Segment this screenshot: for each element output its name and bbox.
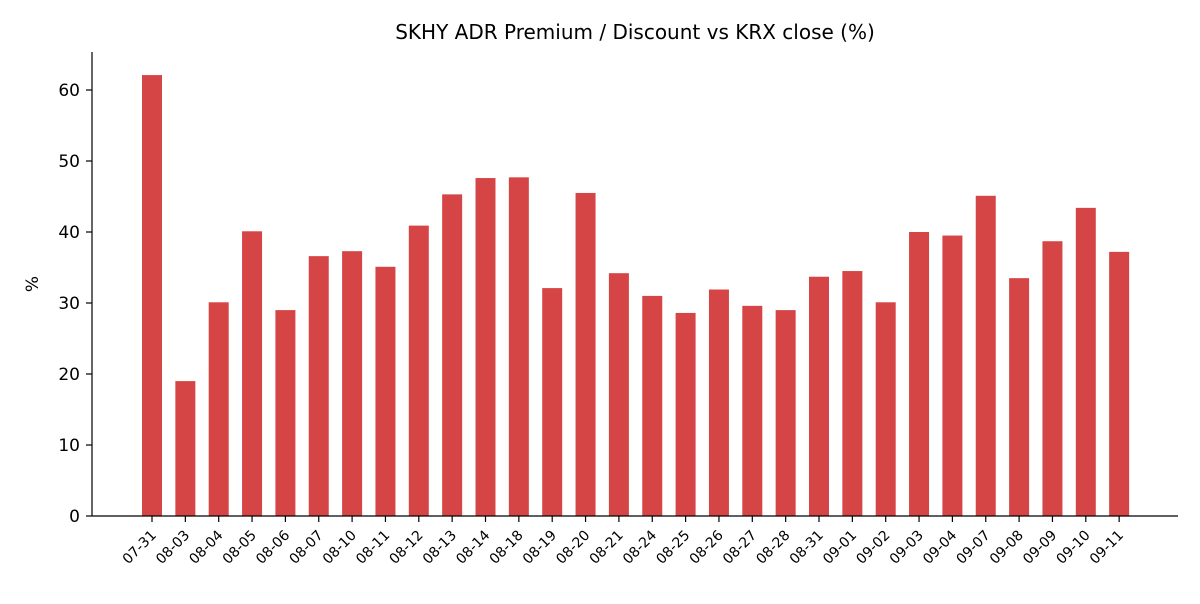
bar-08-04 <box>208 302 229 516</box>
bar-08-19 <box>542 288 563 516</box>
y-tick-label: 40 <box>58 223 80 243</box>
x-tick-label: 09-11 <box>1087 528 1127 568</box>
x-tick-label: 08-18 <box>487 528 527 568</box>
chart-title: SKHY ADR Premium / Discount vs KRX close… <box>395 20 875 44</box>
bar-08-13 <box>442 194 463 516</box>
x-tick-label: 08-06 <box>253 527 293 567</box>
x-tick-label: 08-20 <box>553 528 593 568</box>
y-axis-label: % <box>23 276 43 292</box>
x-tick-label: 09-09 <box>1020 528 1060 568</box>
x-tick-label: 09-03 <box>887 528 927 568</box>
bar-08-28 <box>775 310 796 516</box>
x-tick-label: 08-05 <box>220 528 260 568</box>
bar-08-10 <box>342 251 363 517</box>
bar-09-11 <box>1109 251 1130 516</box>
y-axis-ticks: 0 10 20 30 40 50 60 <box>58 81 92 527</box>
bar-08-20 <box>575 192 596 516</box>
bar-08-07 <box>308 256 329 516</box>
y-tick-label: 20 <box>58 365 80 385</box>
x-tick-label: 08-03 <box>153 528 193 568</box>
y-tick-label: 60 <box>58 81 80 101</box>
x-tick-label: 08-07 <box>286 528 326 568</box>
x-tick-label: 09-07 <box>953 528 993 568</box>
x-tick-label: 08-27 <box>720 528 760 568</box>
bar-09-08 <box>1009 278 1030 516</box>
bar-09-03 <box>909 232 930 516</box>
bar-08-24 <box>642 295 663 516</box>
bar-08-25 <box>675 312 696 516</box>
bar-08-31 <box>809 276 829 516</box>
bar-08-11 <box>375 266 396 516</box>
y-tick-label: 10 <box>58 436 80 456</box>
x-tick-label: 08-31 <box>787 528 827 568</box>
bars-group <box>142 75 1130 517</box>
bar-08-06 <box>275 310 296 516</box>
x-tick-label: 09-01 <box>820 528 860 568</box>
bar-09-04 <box>942 235 963 517</box>
x-tick-label: 09-04 <box>920 527 960 567</box>
bar-08-18 <box>508 177 529 516</box>
bar-08-14 <box>475 178 496 517</box>
y-tick-label: 0 <box>69 507 80 527</box>
x-tick-label: 08-04 <box>186 527 226 567</box>
x-tick-label: 08-12 <box>387 528 427 568</box>
bar-09-01 <box>842 271 863 516</box>
x-tick-label: 08-14 <box>453 527 493 567</box>
x-tick-label: 09-10 <box>1054 528 1094 568</box>
x-tick-label: 08-28 <box>753 528 793 568</box>
x-axis-ticks: 07-3108-0308-0408-0508-0608-0708-1008-11… <box>120 516 1127 568</box>
bar-08-21 <box>608 273 629 516</box>
x-tick-label: 08-26 <box>687 527 727 567</box>
x-tick-label: 09-08 <box>987 528 1027 568</box>
bar-09-10 <box>1075 207 1096 517</box>
bar-09-07 <box>975 195 996 517</box>
bar-09-09 <box>1042 241 1063 517</box>
x-tick-label: 08-10 <box>320 528 360 568</box>
x-tick-label: 08-13 <box>420 528 460 568</box>
bar-08-03 <box>175 381 196 516</box>
x-tick-label: 07-31 <box>120 528 160 568</box>
bar-08-12 <box>408 225 429 517</box>
x-tick-label: 08-25 <box>653 528 693 568</box>
x-tick-label: 08-21 <box>587 528 627 568</box>
y-tick-label: 50 <box>58 152 80 172</box>
bar-09-02 <box>875 302 896 516</box>
bar-08-27 <box>742 305 763 516</box>
bar-07-31 <box>142 75 162 516</box>
x-tick-label: 08-19 <box>520 528 560 568</box>
x-tick-label: 08-11 <box>353 528 393 568</box>
y-tick-label: 30 <box>58 294 80 314</box>
bar-08-26 <box>708 289 729 516</box>
x-tick-label: 09-02 <box>853 528 893 568</box>
x-tick-label: 08-24 <box>620 527 660 567</box>
bar-08-05 <box>242 231 263 517</box>
